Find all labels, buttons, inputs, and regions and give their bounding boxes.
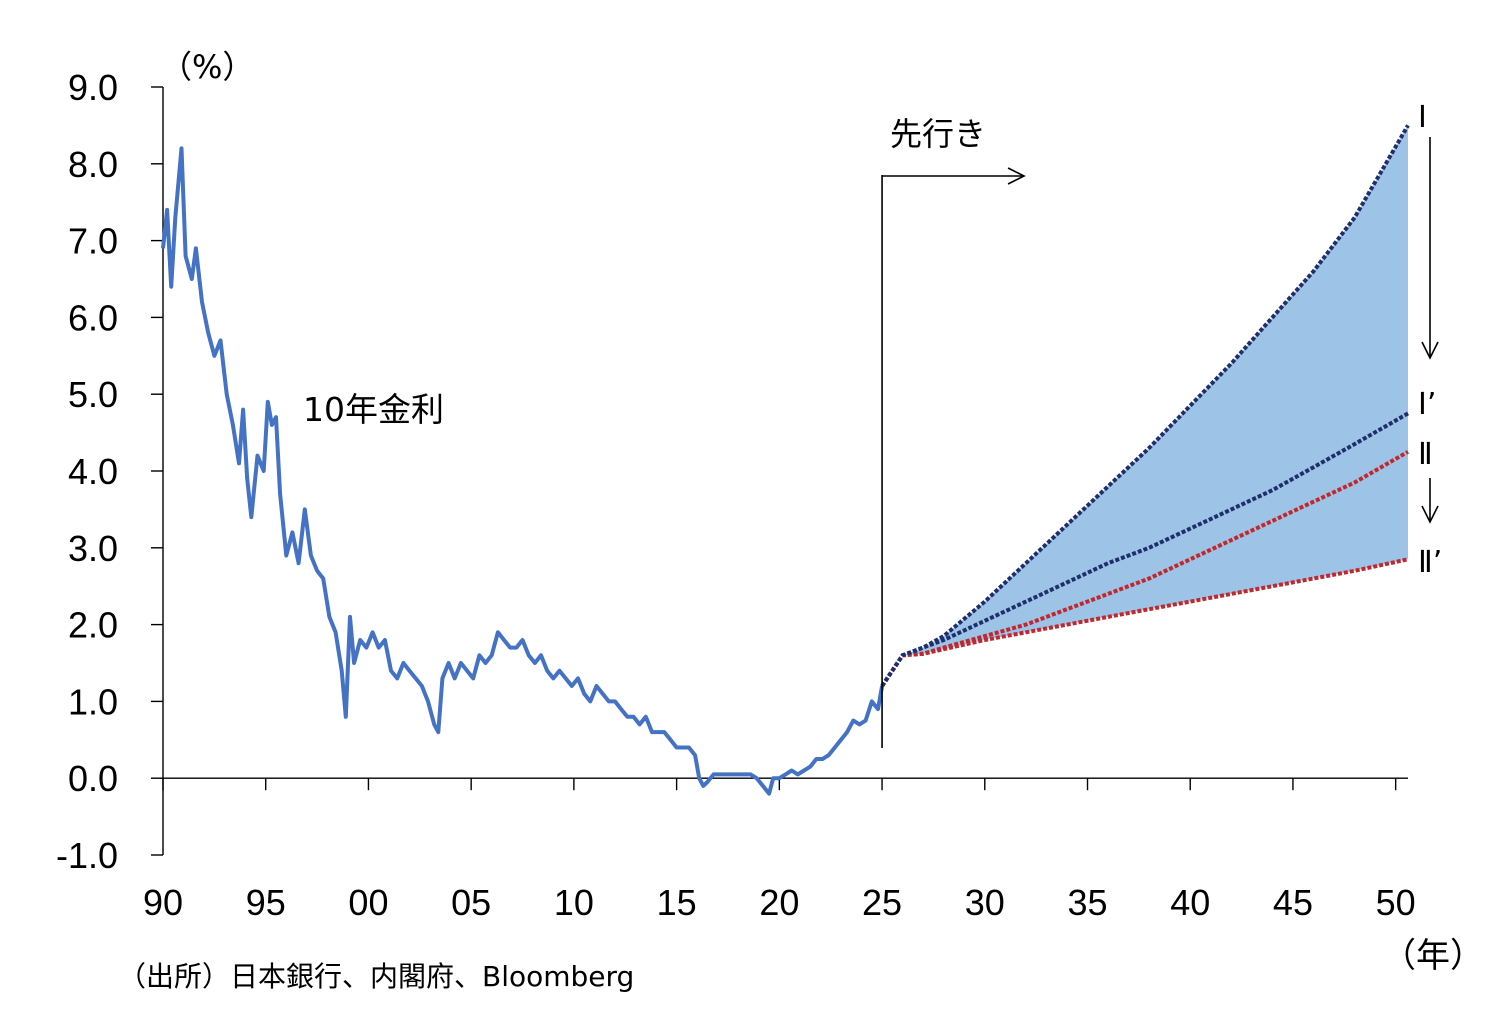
y-tick-label: 4.0	[68, 451, 118, 492]
x-tick-label: 40	[1170, 882, 1210, 923]
series-line-scenario-II	[880, 450, 1409, 688]
x-tick-label: 95	[246, 882, 286, 923]
x-tick-label: 45	[1273, 882, 1313, 923]
y-tick-label: 0.0	[68, 758, 118, 799]
series-lines	[161, 124, 1410, 796]
scenario-label-II: Ⅱ	[1418, 437, 1433, 472]
x-tick-label: 15	[657, 882, 697, 923]
scenario-label-II-prime: Ⅱ’	[1418, 545, 1442, 580]
scenario-label-I: Ⅰ	[1418, 100, 1427, 135]
y-tick-label: 3.0	[68, 528, 118, 569]
x-tick-label: 10	[554, 882, 594, 923]
x-tick-label: 20	[759, 882, 799, 923]
x-tick-label: 05	[451, 882, 491, 923]
axes: 9.0 8.0 7.0 6.0 5.0 4.0 3.0 2.0 1.0 0.0 -1.0 90 95 00…	[56, 67, 1416, 923]
x-tick-label: 90	[143, 882, 183, 923]
y-tick-label: -1.0	[56, 835, 118, 876]
y-tick-label: 1.0	[68, 681, 118, 722]
y-tick-label: 8.0	[68, 144, 118, 185]
scenario-band-area	[882, 125, 1408, 686]
annotations	[881, 137, 1439, 748]
y-axis-unit-label: （%）	[160, 48, 254, 86]
source-note: （出所）日本銀行、内閣府、Bloomberg	[118, 960, 634, 993]
scenario-label-I-prime: Ⅰ’	[1418, 387, 1436, 422]
y-tick-label: 5.0	[68, 374, 118, 415]
series-line-scenario-II-prime	[880, 557, 1409, 688]
x-tick-label: 25	[862, 882, 902, 923]
y-tick-label: 9.0	[68, 67, 118, 108]
x-tick-label: 50	[1376, 882, 1416, 923]
x-axis-unit-label: （年）	[1382, 936, 1484, 976]
y-tick-label: 6.0	[68, 297, 118, 338]
series-line-scenario-I	[880, 124, 1410, 688]
y-tick-label: 2.0	[68, 605, 118, 646]
series-label-10y-yield: 10年金利	[303, 390, 444, 429]
forecast-label: 先行き	[890, 115, 986, 153]
x-tick-label: 00	[348, 882, 388, 923]
series-line-10y-yield-history	[161, 146, 885, 796]
y-tick-label: 7.0	[68, 221, 118, 262]
x-tick-label: 30	[965, 882, 1005, 923]
scenario-band	[882, 125, 1408, 686]
x-tick-label: 35	[1067, 882, 1107, 923]
